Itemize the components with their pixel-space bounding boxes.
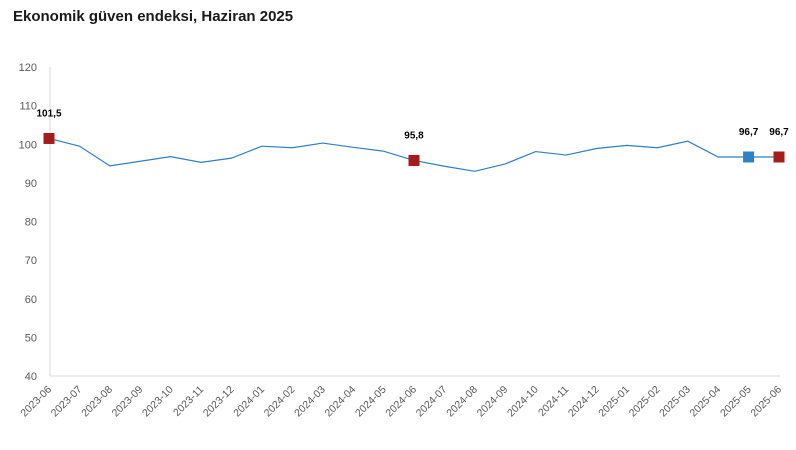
chart-title: Ekonomik güven endeksi, Haziran 2025 [13, 8, 294, 25]
data-label: 96,7 [739, 127, 759, 138]
x-tick-label: 2024-02 [262, 384, 298, 420]
x-tick-label: 2024-01 [231, 384, 267, 420]
x-tick-label: 2023-06 [18, 384, 54, 420]
highlight-marker [408, 154, 420, 166]
y-tick-label: 70 [25, 255, 37, 267]
x-tick-label: 2024-10 [505, 384, 541, 420]
y-tick-label: 90 [25, 178, 37, 190]
x-axis-ticks: 2023-062023-072023-082023-092023-102023-… [18, 384, 784, 420]
x-tick-label: 2024-04 [323, 384, 359, 420]
y-tick-label: 80 [25, 217, 37, 229]
x-tick-label: 2023-11 [171, 384, 206, 419]
x-tick-label: 2024-12 [566, 384, 602, 420]
x-tick-label: 2024-09 [475, 384, 511, 420]
series-line [48, 137, 779, 172]
x-tick-label: 2024-06 [383, 384, 419, 420]
x-tick-label: 2023-09 [110, 384, 146, 420]
x-tick-label: 2024-11 [536, 384, 571, 419]
x-tick-label: 2025-01 [596, 384, 632, 420]
y-axis-ticks: 40 50 60 70 80 90 100 110 120 [19, 62, 37, 383]
highlight-markers [43, 132, 785, 166]
x-tick-label: 2023-08 [79, 384, 115, 420]
data-labels: 101,5 95,8 96,7 96,7 [36, 108, 789, 141]
x-tick-label: 2024-05 [353, 384, 389, 420]
x-tick-label: 2024-03 [292, 384, 328, 420]
x-tick-label: 2023-07 [49, 384, 85, 420]
x-tick-label: 2025-02 [627, 384, 663, 420]
highlight-marker [773, 151, 785, 163]
y-tick-label: 100 [19, 139, 37, 151]
y-tick-label: 60 [25, 294, 37, 306]
y-tick-label: 120 [19, 62, 37, 74]
x-tick-label: 2025-05 [718, 384, 754, 420]
data-label: 101,5 [36, 108, 61, 119]
x-tick-label: 2025-06 [748, 384, 784, 420]
y-tick-label: 110 [19, 101, 37, 113]
highlight-marker [743, 151, 755, 163]
x-tick-label: 2025-03 [657, 384, 693, 420]
x-tick-label: 2024-08 [444, 384, 480, 420]
data-label: 95,8 [404, 130, 424, 141]
x-tick-label: 2025-04 [688, 384, 724, 420]
x-tick-label: 2023-12 [201, 384, 237, 420]
x-tick-label: 2023-10 [140, 384, 176, 420]
y-tick-label: 40 [25, 371, 37, 383]
data-label: 96,7 [769, 127, 789, 138]
y-tick-label: 50 [25, 332, 37, 344]
highlight-marker [43, 132, 55, 144]
x-tick-label: 2024-07 [414, 384, 450, 420]
